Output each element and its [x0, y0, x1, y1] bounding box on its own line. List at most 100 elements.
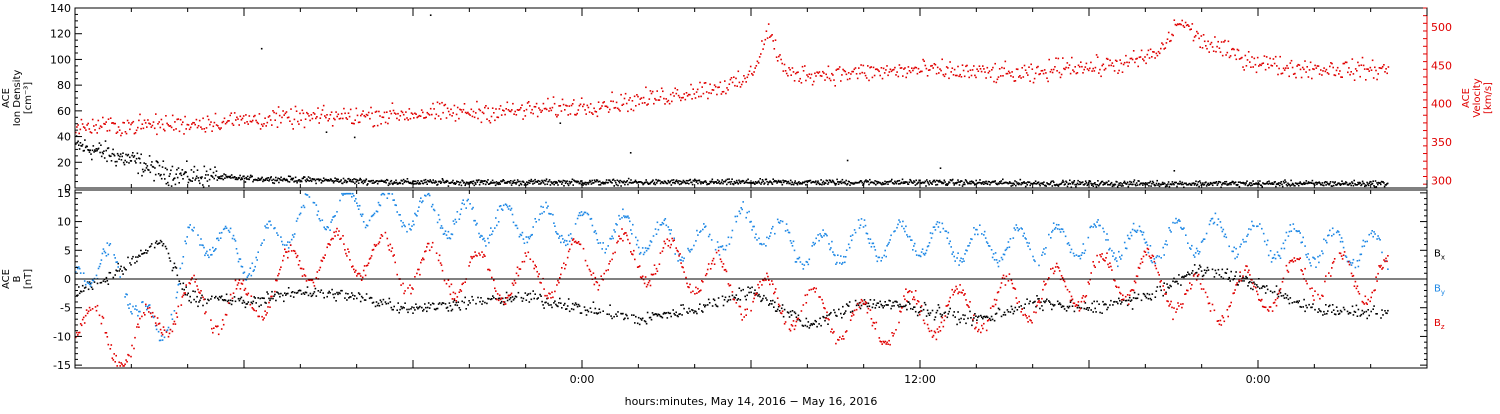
by-point — [547, 205, 549, 207]
velocity-point — [224, 122, 227, 125]
bx-point — [206, 302, 208, 305]
density-point — [1211, 184, 1214, 187]
velocity-point — [1331, 62, 1333, 65]
velocity-point — [313, 113, 316, 115]
by-point — [790, 242, 793, 244]
density-point — [223, 173, 225, 175]
bx-point — [993, 319, 996, 322]
by-point — [959, 259, 961, 262]
density-point — [719, 182, 722, 185]
density-point — [129, 156, 131, 159]
velocity-point — [1256, 56, 1259, 59]
bx-point — [935, 311, 938, 314]
bx-point — [417, 307, 419, 310]
velocity-point — [772, 40, 774, 42]
bx-point — [1343, 308, 1346, 311]
by-point — [825, 233, 827, 236]
by-point — [414, 212, 416, 215]
velocity-point — [338, 118, 341, 120]
velocity-point — [998, 68, 1001, 70]
bx-point — [407, 311, 409, 314]
by-point — [899, 221, 901, 223]
velocity-point — [372, 125, 374, 128]
density-point — [315, 182, 317, 185]
velocity-point — [1187, 24, 1189, 26]
by-point — [1055, 223, 1058, 226]
bx-point — [1083, 307, 1086, 310]
density-point — [102, 152, 104, 155]
bx-point — [592, 301, 595, 303]
by-point — [1000, 256, 1003, 259]
by-point — [378, 204, 381, 206]
velocity-point — [734, 84, 736, 87]
velocity-point — [1041, 69, 1044, 72]
velocity-point — [556, 115, 558, 118]
by-point — [945, 230, 948, 233]
velocity-point — [1190, 28, 1192, 30]
by-point — [1111, 249, 1113, 252]
velocity-point — [740, 83, 743, 86]
by-point — [1120, 258, 1122, 260]
velocity-point — [784, 70, 787, 72]
by-point — [1016, 227, 1019, 229]
velocity-point — [506, 101, 509, 104]
density-point — [351, 180, 353, 183]
density-point — [1154, 184, 1156, 187]
density-point — [757, 180, 760, 182]
density-point — [608, 179, 611, 182]
by-point — [703, 223, 705, 225]
velocity-point — [122, 121, 124, 124]
density-point — [1241, 182, 1244, 184]
density-point — [1023, 181, 1025, 183]
bx-point — [545, 301, 547, 304]
density-point — [815, 180, 817, 182]
by-point — [958, 264, 960, 266]
density-point — [589, 179, 591, 182]
density-point — [756, 182, 758, 184]
velocity-point — [100, 126, 103, 128]
velocity-point — [1243, 69, 1245, 71]
by-point — [222, 228, 225, 231]
density-point — [678, 180, 680, 182]
velocity-point — [1300, 76, 1303, 79]
bx-point — [148, 246, 151, 248]
by-point — [353, 195, 355, 197]
density-point — [710, 181, 712, 184]
density-point — [1304, 182, 1307, 184]
density-point — [1116, 186, 1119, 188]
bx-point — [938, 306, 941, 309]
velocity-point — [360, 114, 362, 117]
density-point — [793, 182, 796, 184]
density-point — [579, 182, 581, 184]
bx-point — [1148, 293, 1151, 296]
by-point — [485, 245, 487, 247]
density-point — [1206, 183, 1209, 186]
bx-point — [1273, 290, 1276, 293]
velocity-point — [882, 67, 885, 70]
velocity-point — [700, 95, 702, 98]
bx-point — [631, 314, 633, 316]
density-point — [203, 165, 206, 168]
by-point — [668, 229, 671, 231]
by-point — [233, 238, 236, 241]
bx-point — [1245, 275, 1247, 278]
velocity-point — [1235, 58, 1238, 61]
by-point — [704, 225, 707, 228]
velocity-point — [349, 108, 352, 111]
density-point — [1208, 184, 1210, 186]
velocity-point — [541, 109, 543, 112]
by-point — [1092, 226, 1094, 228]
density-point — [1032, 182, 1035, 185]
velocity-point — [187, 124, 190, 126]
by-point — [525, 236, 528, 238]
bx-point — [312, 292, 315, 295]
by-point — [884, 249, 886, 252]
bx-point — [927, 312, 930, 315]
bx-point — [683, 307, 685, 310]
bx-point — [1102, 300, 1104, 303]
velocity-point — [1005, 72, 1008, 75]
bx-point — [652, 314, 655, 316]
velocity-point — [109, 117, 112, 119]
bx-point — [651, 312, 654, 314]
velocity-point — [1077, 64, 1080, 67]
